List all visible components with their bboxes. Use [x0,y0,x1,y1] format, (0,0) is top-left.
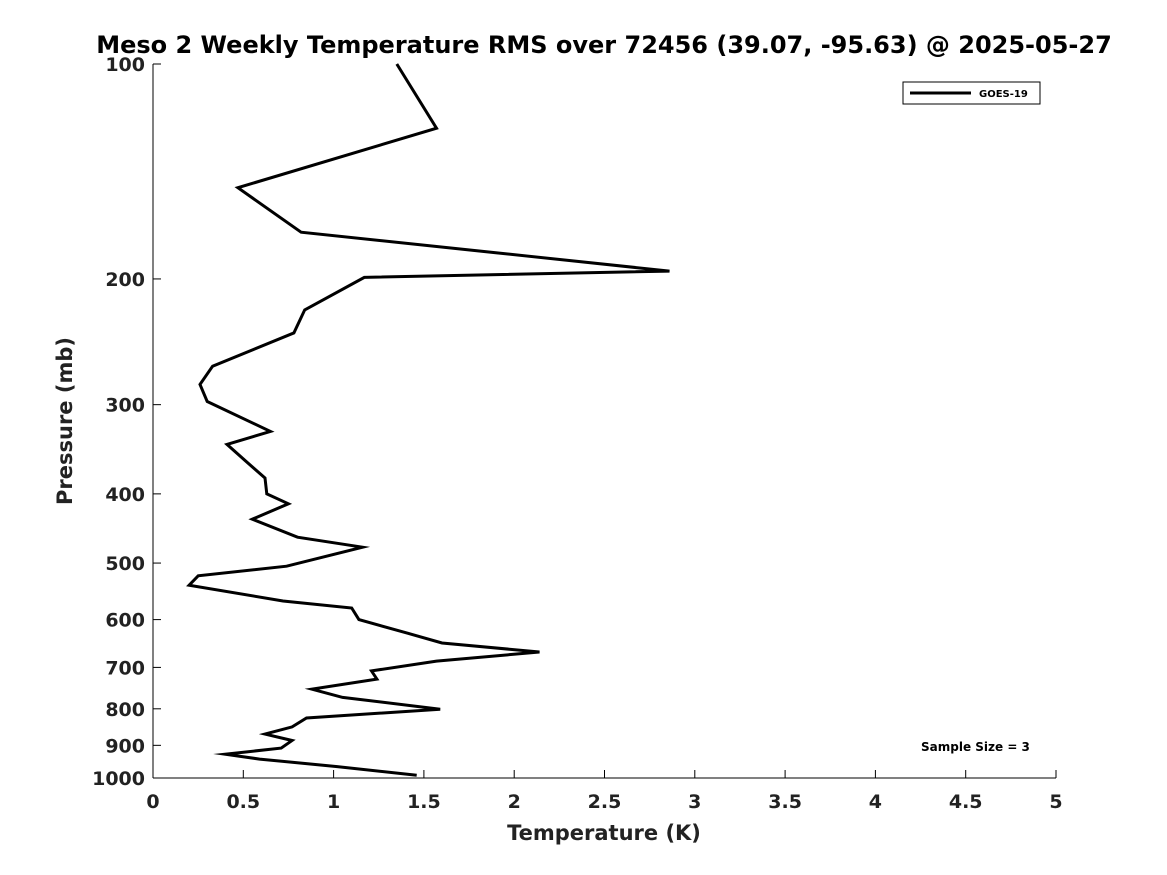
plot-area [153,64,1056,778]
legend: GOES-19 [902,81,1041,105]
y-tick-label: 100 [105,54,145,76]
y-tick-label: 600 [105,610,145,632]
series-layer [186,63,670,777]
sample-size-annotation: Sample Size = 3 [921,740,1030,754]
y-tick-label: 900 [105,735,145,757]
y-tick-label: 200 [105,269,145,291]
y-tick-label: 500 [105,553,145,575]
x-tick-label: 3.5 [768,791,802,813]
y-tick-label: 800 [105,699,145,721]
y-tick-label: 1000 [92,768,145,790]
x-tick-label: 1 [327,791,340,813]
x-tick-label: 3 [688,791,701,813]
x-tick-label: 5 [1049,791,1062,813]
x-tick-label: 4 [869,791,882,813]
chart-title: Meso 2 Weekly Temperature RMS over 72456… [96,31,1112,59]
x-tick-label: 1.5 [407,791,441,813]
x-tick-label: 0.5 [226,791,260,813]
x-axis-label: Temperature (K) [507,821,701,845]
x-tick-label: 4.5 [949,791,983,813]
y-tick-label: 300 [105,395,145,417]
y-tick-label: 400 [105,484,145,506]
ticks: 0 0.5 1 1.5 2 2.5 3 3.5 4 4.5 5 100 200 300 400 500 600 7… [92,54,1063,813]
x-tick-label: 2 [508,791,521,813]
series-line-goes-19 [186,63,670,777]
y-tick-label: 700 [105,657,145,679]
legend-box [902,81,1041,105]
x-tick-label: 0 [146,791,159,813]
x-tick-label: 2.5 [588,791,622,813]
legend-entry-goes-19: GOES-19 [979,89,1028,100]
y-axis-label: Pressure (mb) [53,337,77,505]
